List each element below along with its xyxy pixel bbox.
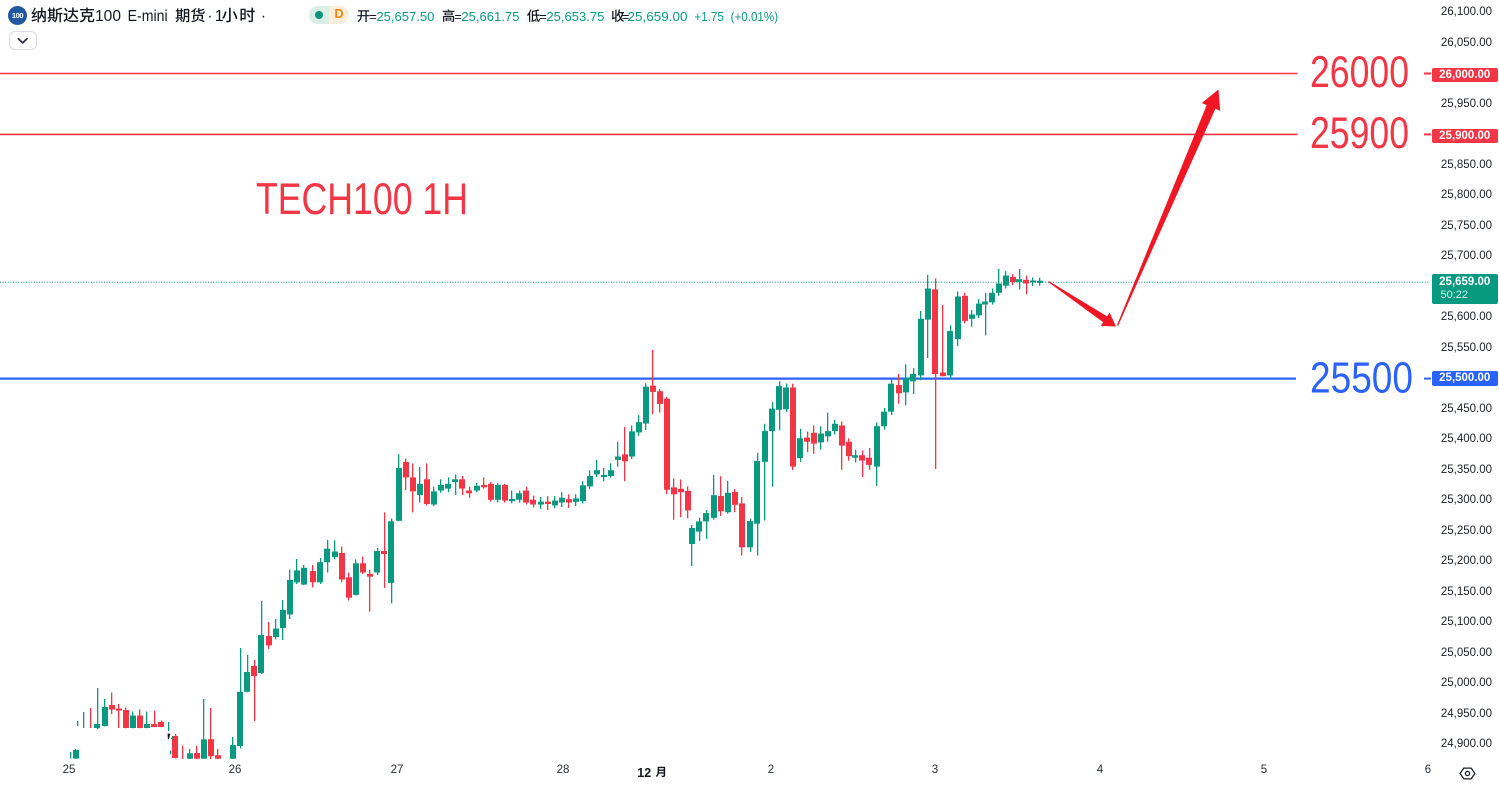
- svg-text:25,659.00: 25,659.00: [628, 9, 688, 24]
- svg-text:25,657.50: 25,657.50: [376, 9, 434, 24]
- svg-text:25500: 25500: [1310, 354, 1413, 403]
- svg-text:=: =: [539, 9, 547, 24]
- svg-text:+1.75: +1.75: [694, 9, 724, 24]
- svg-text:25900: 25900: [1310, 109, 1409, 158]
- svg-text:(+0.01%): (+0.01%): [731, 9, 779, 24]
- svg-text:1: 1: [215, 8, 224, 25]
- svg-text:=: =: [369, 9, 377, 24]
- svg-text:25,661.75: 25,661.75: [461, 9, 519, 24]
- svg-text:=: =: [454, 9, 462, 24]
- svg-text:25,653.75: 25,653.75: [546, 9, 604, 24]
- svg-text:=: =: [622, 9, 630, 24]
- svg-text:26000: 26000: [1310, 48, 1409, 97]
- svg-text:12: 12: [637, 766, 651, 780]
- svg-text:E-mini: E-mini: [128, 8, 168, 25]
- svg-text:100: 100: [95, 8, 121, 25]
- svg-text:·: ·: [261, 8, 266, 25]
- svg-text:·: ·: [207, 8, 212, 25]
- svg-text:TECH100 1H: TECH100 1H: [256, 175, 468, 224]
